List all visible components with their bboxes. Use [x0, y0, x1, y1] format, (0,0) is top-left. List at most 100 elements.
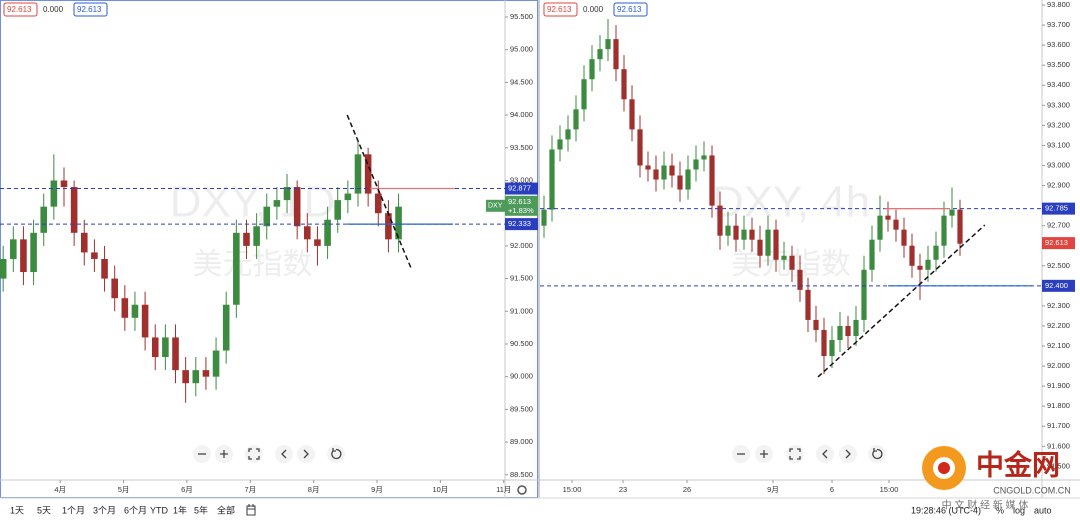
range-button[interactable]: 全部	[217, 504, 235, 515]
candle-body	[853, 319, 859, 336]
candle-body	[901, 229, 907, 246]
candle-body	[941, 215, 947, 246]
y-tick-label: 91.500	[510, 274, 533, 283]
x-tick-label: 5月	[118, 485, 130, 494]
nav-button[interactable]	[275, 445, 293, 463]
scale-option[interactable]: log	[1013, 505, 1025, 515]
x-tick-label: 11月	[496, 485, 511, 494]
range-button[interactable]: 5天	[37, 505, 51, 515]
candle-body	[263, 206, 271, 227]
y-tick-label: 93.000	[510, 175, 533, 184]
x-tick-label: 8月	[308, 485, 320, 494]
candle-body	[813, 319, 819, 330]
y-tick-label: 92.000	[510, 241, 533, 250]
y-tick-label: 91.500	[1047, 461, 1070, 470]
candle-body	[909, 245, 915, 266]
range-button[interactable]: 5年	[194, 504, 208, 515]
range-button[interactable]: 1个月	[62, 505, 85, 515]
candle-body	[613, 39, 619, 70]
candle-body	[701, 155, 707, 160]
y-tick-label: 92.300	[1047, 301, 1070, 310]
candle-body	[541, 209, 547, 226]
y-tick-label: 89.000	[510, 437, 533, 446]
candle-body	[273, 200, 281, 207]
y-tick-label: 92.200	[1047, 321, 1070, 330]
y-tick-label: 91.900	[1047, 381, 1070, 390]
candle-body	[314, 239, 321, 246]
candle-body	[374, 193, 382, 214]
logo-dot	[938, 462, 950, 474]
nav-icon	[303, 449, 309, 459]
candle-body	[111, 278, 118, 299]
nav-button[interactable]	[297, 445, 315, 463]
candle-body	[385, 213, 392, 240]
nav-button[interactable]	[245, 445, 263, 463]
candle-body	[677, 175, 683, 190]
nav-button[interactable]	[327, 445, 345, 463]
y-tick-label: 89.500	[510, 404, 533, 413]
candle-body	[845, 325, 851, 336]
candle-body	[957, 209, 963, 244]
nav-button[interactable]	[732, 445, 750, 463]
nav-button[interactable]	[786, 445, 804, 463]
candle-body	[877, 215, 883, 240]
candle-body	[192, 370, 200, 384]
candle-body	[589, 59, 595, 80]
y-tick-label: 88.500	[510, 470, 533, 479]
candle-body	[629, 99, 635, 130]
candle-body	[773, 229, 779, 260]
range-button[interactable]: 6个月	[124, 505, 147, 515]
range-button[interactable]: YTD	[150, 505, 169, 515]
settings-button[interactable]	[517, 485, 527, 495]
nav-button[interactable]	[755, 445, 773, 463]
candle-body	[40, 206, 48, 233]
candle-body	[861, 269, 867, 320]
candle-body	[885, 215, 891, 220]
price-label: 92.877	[508, 184, 531, 193]
nav-button[interactable]	[868, 445, 886, 463]
nav-button[interactable]	[839, 445, 857, 463]
candle-body	[20, 239, 27, 273]
candle-body	[949, 209, 955, 216]
nav-button-bg	[245, 445, 263, 463]
candle-body	[717, 205, 723, 236]
clock: 19:28:46 (UTC-4)	[911, 505, 981, 515]
candle-body	[212, 350, 220, 377]
legend-value: 92.613	[547, 5, 572, 14]
drawing-line	[817, 224, 986, 378]
range-button[interactable]: 3个月	[93, 505, 116, 515]
last-price-box	[1042, 237, 1075, 250]
nav-icon	[760, 450, 768, 458]
nav-icon	[220, 450, 228, 458]
candle-body	[121, 298, 129, 318]
y-tick-label: 93.600	[1047, 40, 1070, 49]
range-button[interactable]: 1天	[10, 505, 24, 515]
y-tick-label: 91.700	[1047, 421, 1070, 430]
candle-body	[91, 252, 98, 259]
x-tick-label: 9月	[767, 485, 779, 494]
price-label: 92.333	[508, 219, 531, 228]
nav-button[interactable]	[215, 445, 233, 463]
price-label: 92.400	[1045, 281, 1068, 290]
scale-option[interactable]: %	[996, 505, 1004, 515]
y-tick-label: 92.900	[1047, 181, 1070, 190]
y-tick-label: 91.800	[1047, 401, 1070, 410]
candle-body	[669, 165, 675, 176]
scale-option[interactable]: auto	[1034, 505, 1052, 515]
candle-body	[637, 129, 643, 166]
candle-body	[364, 154, 372, 194]
candle-body	[621, 69, 627, 100]
y-tick-label: 93.800	[1047, 0, 1070, 9]
nav-button[interactable]	[816, 445, 834, 463]
y-tick-label: 95.500	[510, 12, 533, 21]
watermark-subtitle: 美元指数	[193, 248, 313, 281]
candle-body	[781, 255, 787, 260]
date-range-icon[interactable]	[246, 504, 256, 516]
nav-icon	[872, 448, 883, 460]
nav-button[interactable]	[193, 445, 211, 463]
range-button[interactable]: 1年	[173, 504, 187, 515]
candle-body	[253, 226, 260, 246]
candle-body	[243, 232, 250, 246]
legend-value: 92.613	[77, 5, 102, 14]
x-tick-label: 4月	[54, 485, 66, 494]
